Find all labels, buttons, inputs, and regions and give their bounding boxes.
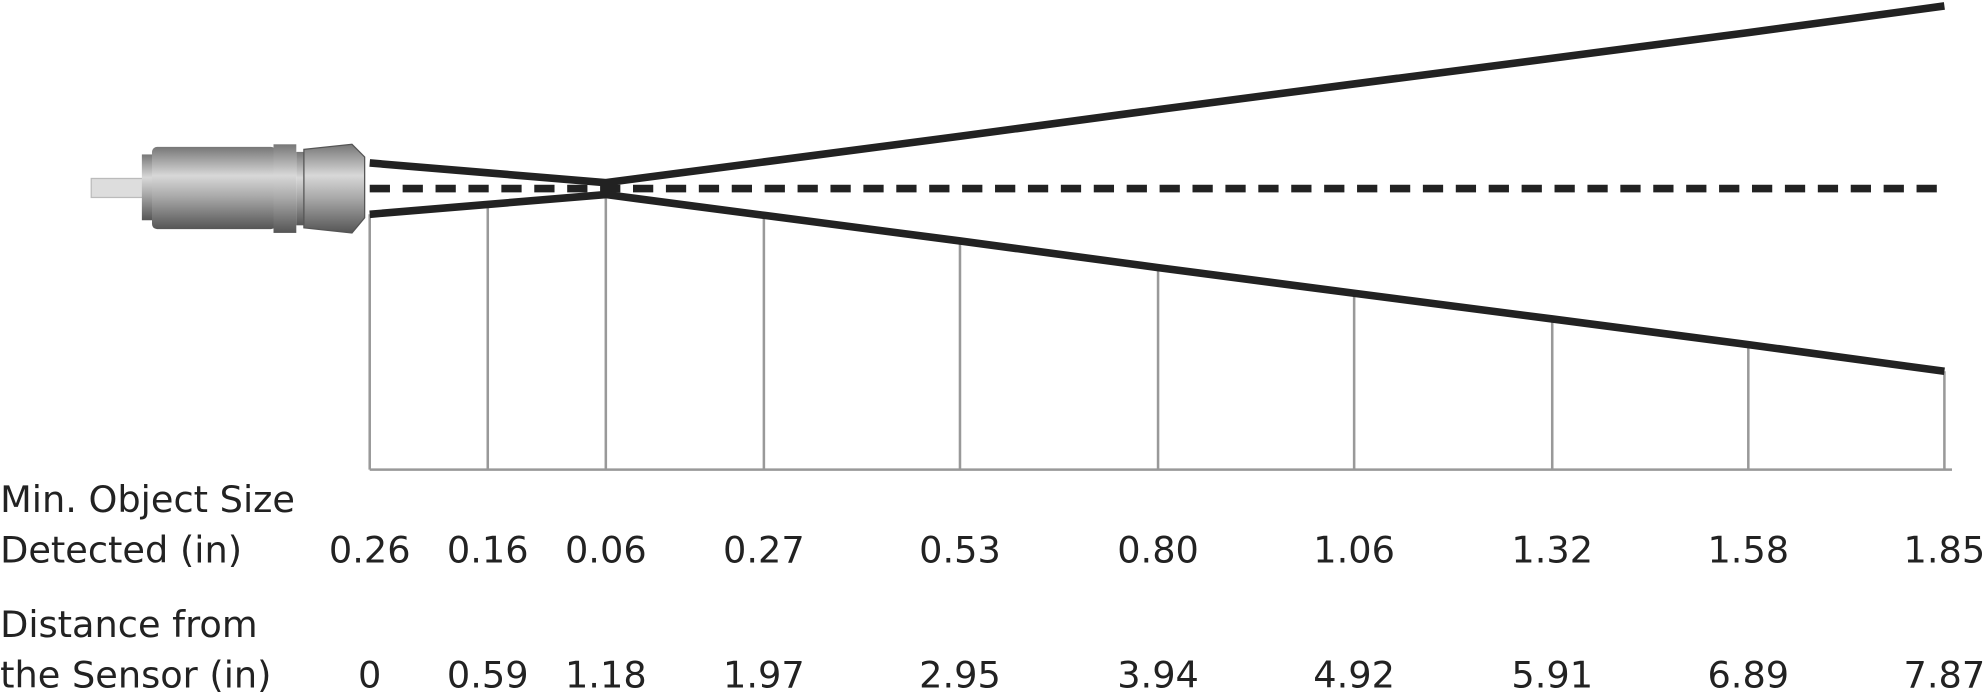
distance-value: 1.97 <box>723 654 805 697</box>
size-value: 1.58 <box>1707 528 1789 571</box>
distance-value: 0.59 <box>447 654 529 697</box>
size-value: 0.53 <box>919 528 1001 571</box>
size-value: 1.06 <box>1313 528 1395 571</box>
distance-value: 4.92 <box>1313 654 1395 697</box>
size-value: 0.27 <box>723 528 805 571</box>
size-value: 0.80 <box>1117 528 1199 571</box>
size-value: 1.85 <box>1904 528 1985 571</box>
distance-value: 7.87 <box>1904 654 1985 697</box>
distance-value: 0 <box>358 654 381 697</box>
beam-lower <box>369 190 1945 376</box>
beam-upper <box>369 2 1945 187</box>
distance-label: Distance from <box>0 603 257 646</box>
distance-label: the Sensor (in) <box>0 654 271 697</box>
size-value: 0.26 <box>329 528 411 571</box>
distance-value: 1.18 <box>565 654 647 697</box>
size-value: 1.32 <box>1511 528 1593 571</box>
distance-value: 3.94 <box>1117 654 1199 697</box>
distance-value: 2.95 <box>919 654 1001 697</box>
sensor-icon <box>90 143 366 234</box>
size-value: 0.16 <box>447 528 529 571</box>
size-value: 0.06 <box>565 528 647 571</box>
size-label: Detected (in) <box>0 528 242 571</box>
size-label: Min. Object Size <box>0 478 295 521</box>
distance-value: 5.91 <box>1511 654 1593 697</box>
distance-value: 6.89 <box>1707 654 1789 697</box>
